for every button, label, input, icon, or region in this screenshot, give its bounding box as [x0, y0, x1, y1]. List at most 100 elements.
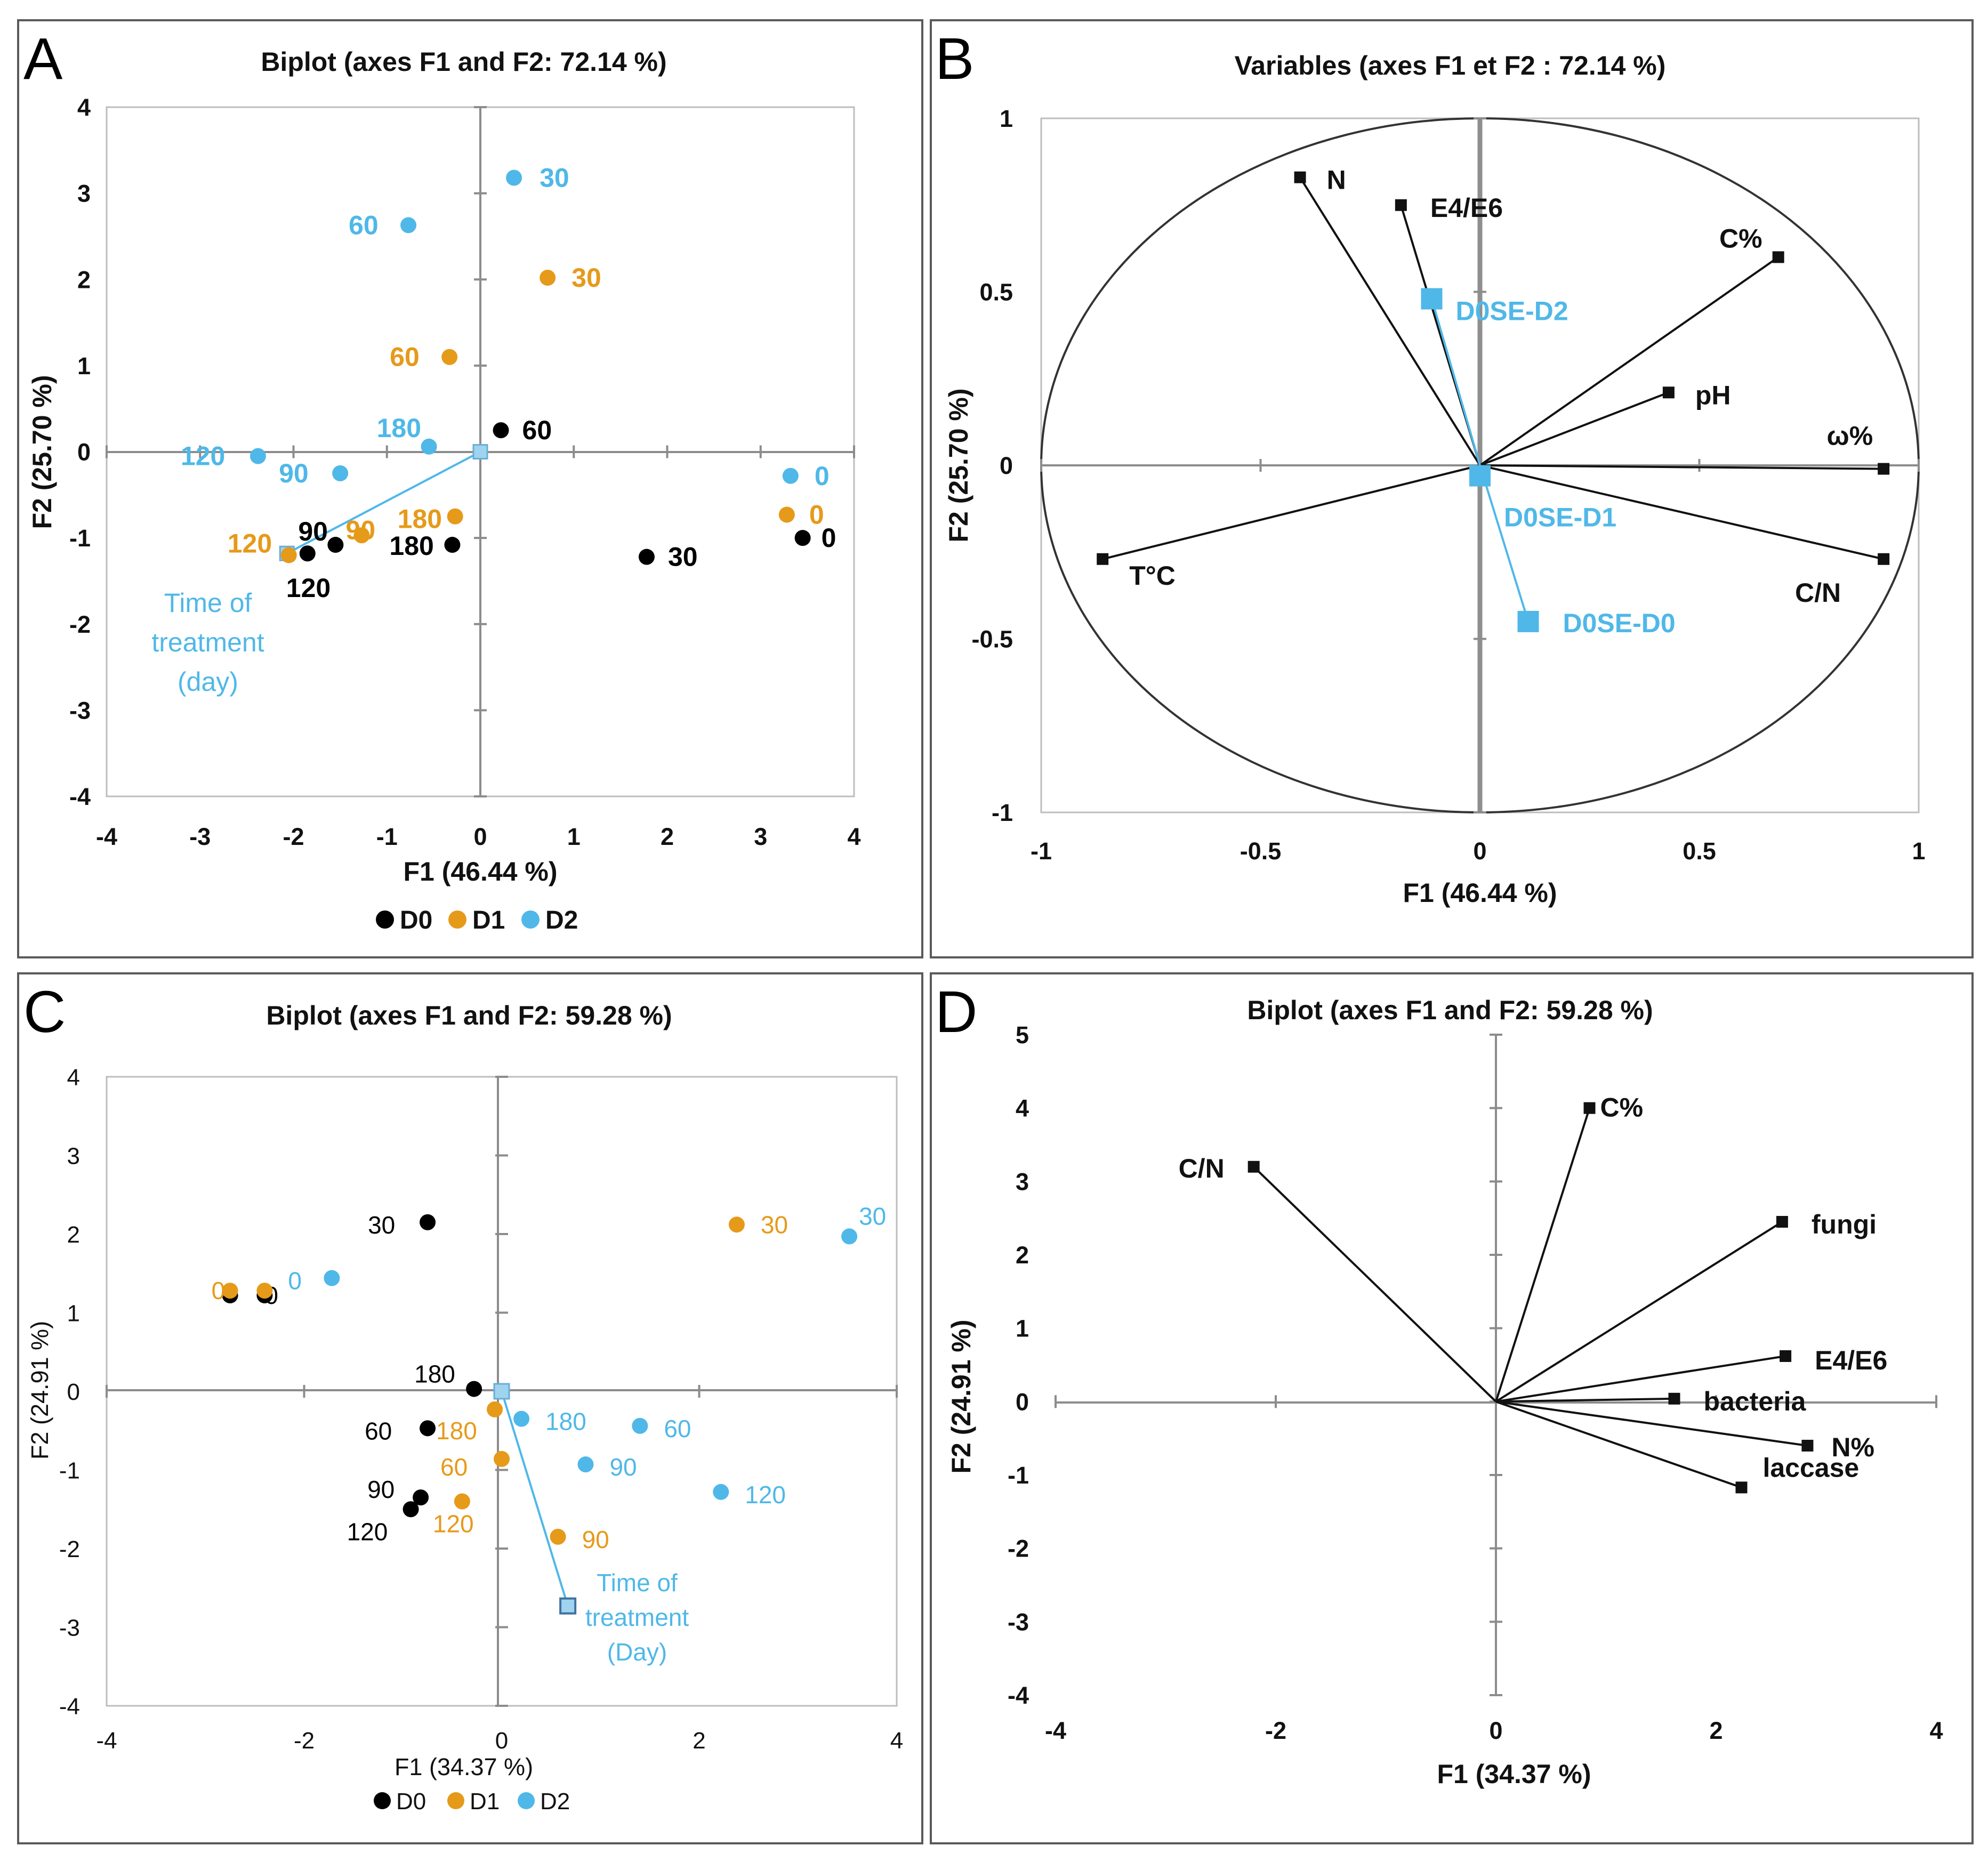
legend-label-d2: D2 [540, 1788, 570, 1815]
point-d0 [299, 545, 316, 562]
annotation-line: (day) [178, 667, 238, 697]
point-label: 120 [745, 1481, 786, 1509]
point-d2 [513, 1410, 530, 1427]
origin-square-marker [472, 444, 488, 460]
annotation-line: treatment [585, 1603, 689, 1631]
point-label: 60 [390, 342, 420, 372]
point-label: 30 [761, 1211, 788, 1238]
vector-end-square-marker [559, 1597, 577, 1615]
supplementary-label: D0SE-D0 [1563, 608, 1676, 638]
point-label: 30 [540, 163, 569, 193]
variable-label: T°C [1129, 561, 1176, 591]
y-tick-label: -1 [992, 799, 1013, 826]
point-label: 0 [288, 1267, 302, 1295]
x-tick-label: -3 [189, 823, 211, 850]
variable-marker [1395, 199, 1407, 211]
y-tick-label: -4 [69, 783, 91, 810]
legend-marker-d2 [521, 910, 540, 929]
panel-a-title: Biplot (axes F1 and F2: 72.14 %) [261, 47, 666, 77]
supplementary-vector [1430, 298, 1481, 466]
x-tick-label: 0.5 [1683, 837, 1716, 865]
variable-vector [1495, 1397, 1675, 1403]
y-tick-label: 2 [67, 1222, 80, 1248]
variable-marker [1583, 1102, 1596, 1114]
point-d2 [782, 467, 799, 484]
panel-b-title: Variables (axes F1 et F2 : 72.14 %) [1235, 51, 1666, 80]
panel-d-frame [930, 972, 1974, 1844]
variable-marker [1772, 251, 1784, 263]
point-label: 180 [545, 1408, 586, 1436]
variable-marker [1776, 1216, 1788, 1228]
panel-a-x-axis-label: F1 (46.44 %) [403, 857, 557, 886]
point-label: 30 [572, 263, 601, 293]
x-tick-label: -1 [1031, 837, 1052, 865]
panel-c-frame [17, 972, 923, 1844]
x-tick-label: -4 [1045, 1717, 1066, 1744]
variable-label: C% [1719, 223, 1762, 253]
annotation-line: treatment [151, 627, 264, 657]
legend-marker-d0 [374, 1792, 391, 1809]
variable-label: laccase [1762, 1453, 1859, 1482]
point-label: 90 [367, 1476, 395, 1503]
panel-b-y-axis-label: F2 (25.70 %) [944, 388, 973, 542]
x-tick-label: 0 [1473, 837, 1486, 865]
point-label: 60 [522, 415, 552, 445]
variable-marker [1780, 1350, 1792, 1362]
supplementary-label: D0SE-D2 [1455, 296, 1568, 326]
x-tick-label: 1 [1912, 837, 1925, 865]
y-tick-label: -3 [1008, 1608, 1029, 1635]
y-tick-label: 0 [77, 439, 91, 466]
legend-marker-d1 [448, 910, 466, 929]
panel-a-legend: D0 D1 D2 [376, 906, 578, 934]
variable-label: C/N [1795, 578, 1841, 608]
panel-d-x-tick-labels: -4 -2 0 2 4 [1045, 1717, 1943, 1744]
y-tick-label: -2 [69, 611, 91, 638]
supplementary-vector [1479, 465, 1530, 622]
panel-b-marks: N E4/E6 C% pH ω% C/N T°C D0SE-D2 D0SE-D1 D0SE-D0 [1097, 165, 1890, 638]
point-d2 [713, 1484, 729, 1500]
variable-vector [1102, 464, 1480, 560]
x-tick-label: 4 [890, 1728, 903, 1754]
y-tick-label: -3 [69, 697, 91, 724]
panel-d-x-axis-label: F1 (34.37 %) [1437, 1759, 1591, 1789]
point-d1 [778, 506, 795, 523]
supplementary-label: D0SE-D1 [1504, 503, 1616, 533]
x-tick-label: -0.5 [1240, 837, 1282, 865]
x-tick-label: 2 [693, 1728, 705, 1754]
point-d0 [403, 1501, 419, 1518]
annotation-line: Time of [597, 1569, 678, 1597]
panel-a-frame [17, 19, 923, 958]
point-d2 [421, 438, 437, 455]
variable-marker [1294, 171, 1306, 183]
y-tick-label: -2 [59, 1536, 80, 1562]
point-label: 0 [212, 1277, 226, 1304]
point-label: 120 [347, 1518, 388, 1545]
variable-label: E4/E6 [1430, 193, 1503, 223]
variable-vector [1253, 1166, 1497, 1402]
y-tick-label: 5 [1016, 1021, 1029, 1049]
point-d2 [400, 217, 417, 233]
point-label: 30 [859, 1202, 886, 1230]
point-label: 0 [822, 523, 836, 553]
y-tick-label: 3 [1016, 1168, 1029, 1195]
y-tick-label: -3 [59, 1615, 80, 1641]
point-d2 [506, 170, 522, 186]
y-tick-label: -4 [59, 1694, 80, 1720]
point-d0 [420, 1214, 436, 1230]
variable-marker [1801, 1439, 1814, 1452]
y-tick-label: 4 [77, 94, 91, 121]
point-d2 [332, 465, 349, 481]
point-label: 180 [414, 1360, 455, 1388]
point-d0 [420, 1420, 436, 1437]
x-tick-label: 0 [473, 823, 487, 850]
y-tick-label: 1 [1000, 105, 1013, 132]
panel-b-letter: B [935, 26, 974, 92]
variable-label: C% [1600, 1093, 1644, 1123]
variable-label: N [1327, 165, 1346, 195]
variable-vector [1299, 176, 1481, 466]
panel-c-title: Biplot (axes F1 and F2: 59.28 %) [266, 1001, 672, 1030]
point-d1 [441, 349, 458, 365]
panel-c-x-tick-labels: -4 -2 0 2 4 [96, 1728, 903, 1754]
point-label: 90 [298, 517, 328, 546]
variable-vector [1479, 464, 1884, 560]
